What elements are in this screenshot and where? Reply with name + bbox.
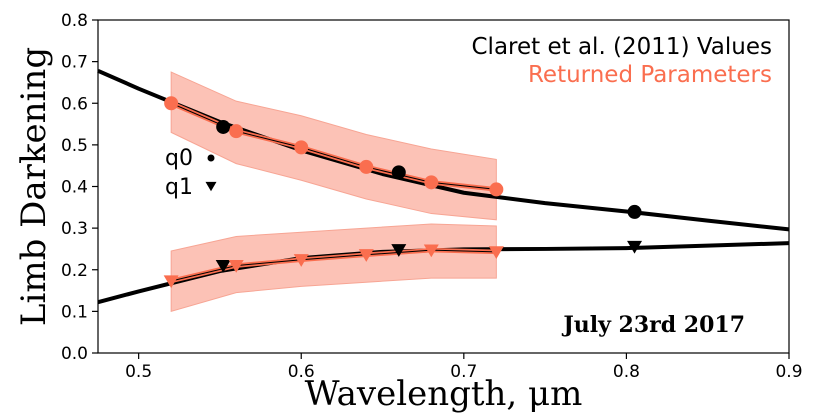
y-tick-label: 0.0 (61, 344, 88, 364)
marker-key-triangle-down-icon (205, 181, 217, 192)
uncertainty-band-q0 (170, 71, 497, 221)
returned-point-q1 (423, 244, 439, 258)
legend-returned-parameters: Returned Parameters (528, 62, 772, 88)
claret-point-q1 (215, 259, 231, 273)
returned-point-q0 (489, 182, 504, 197)
y-tick-label: 0.4 (61, 178, 88, 198)
x-tick-label: 0.5 (125, 362, 152, 382)
y-tick-label: 0.7 (61, 53, 88, 73)
x-tick-label: 0.9 (775, 362, 802, 382)
returned-point-q0 (164, 96, 179, 111)
claret-point-q0 (216, 119, 231, 134)
y-axis-label: Limb Darkening (14, 47, 54, 326)
date-annotation: July 23rd 2017 (561, 312, 745, 338)
y-tick-label: 0.8 (61, 11, 88, 31)
axis-ticks: 0.5 0.6 0.7 0.8 0.9 0.0 0.1 0.2 0.3 0.4 0.5 0.6 0.7 0… (61, 11, 803, 382)
y-tick-label: 0.2 (61, 261, 88, 281)
returned-point-q0 (424, 175, 439, 190)
claret-point-q1 (391, 244, 407, 257)
returned-point-q1 (163, 275, 179, 289)
returned-point-q0 (359, 159, 374, 174)
returned-point-q1 (293, 254, 309, 267)
y-tick-label: 0.1 (61, 302, 88, 322)
x-tick-label: 0.8 (613, 362, 640, 382)
x-tick-label: 0.6 (288, 362, 315, 382)
marker-key-q1-label: q1 (165, 175, 193, 200)
legend-claret-values: Claret et al. (2011) Values (472, 34, 773, 60)
claret-point-q1 (627, 240, 643, 254)
marker-key-q0-label: q0 (165, 146, 193, 171)
x-tick-label: 0.7 (450, 362, 477, 382)
returned-point-q1 (358, 249, 374, 262)
y-tick-label: 0.5 (61, 136, 88, 156)
returned-point-q1 (228, 259, 244, 273)
marker-key-circle-icon (207, 154, 215, 162)
x-axis-label: Wavelength, μm (305, 374, 583, 414)
claret-point-q0 (391, 165, 406, 180)
returned-point-q0 (229, 124, 244, 139)
returned-point-q1 (488, 246, 504, 259)
y-tick-label: 0.3 (61, 219, 88, 239)
claret-point-q0 (627, 204, 642, 219)
returned-point-q0 (294, 140, 309, 155)
uncertainty-bands (170, 71, 497, 313)
series-markers (163, 96, 643, 289)
y-tick-label: 0.6 (61, 94, 88, 114)
uncertainty-band-q1 (170, 223, 497, 313)
